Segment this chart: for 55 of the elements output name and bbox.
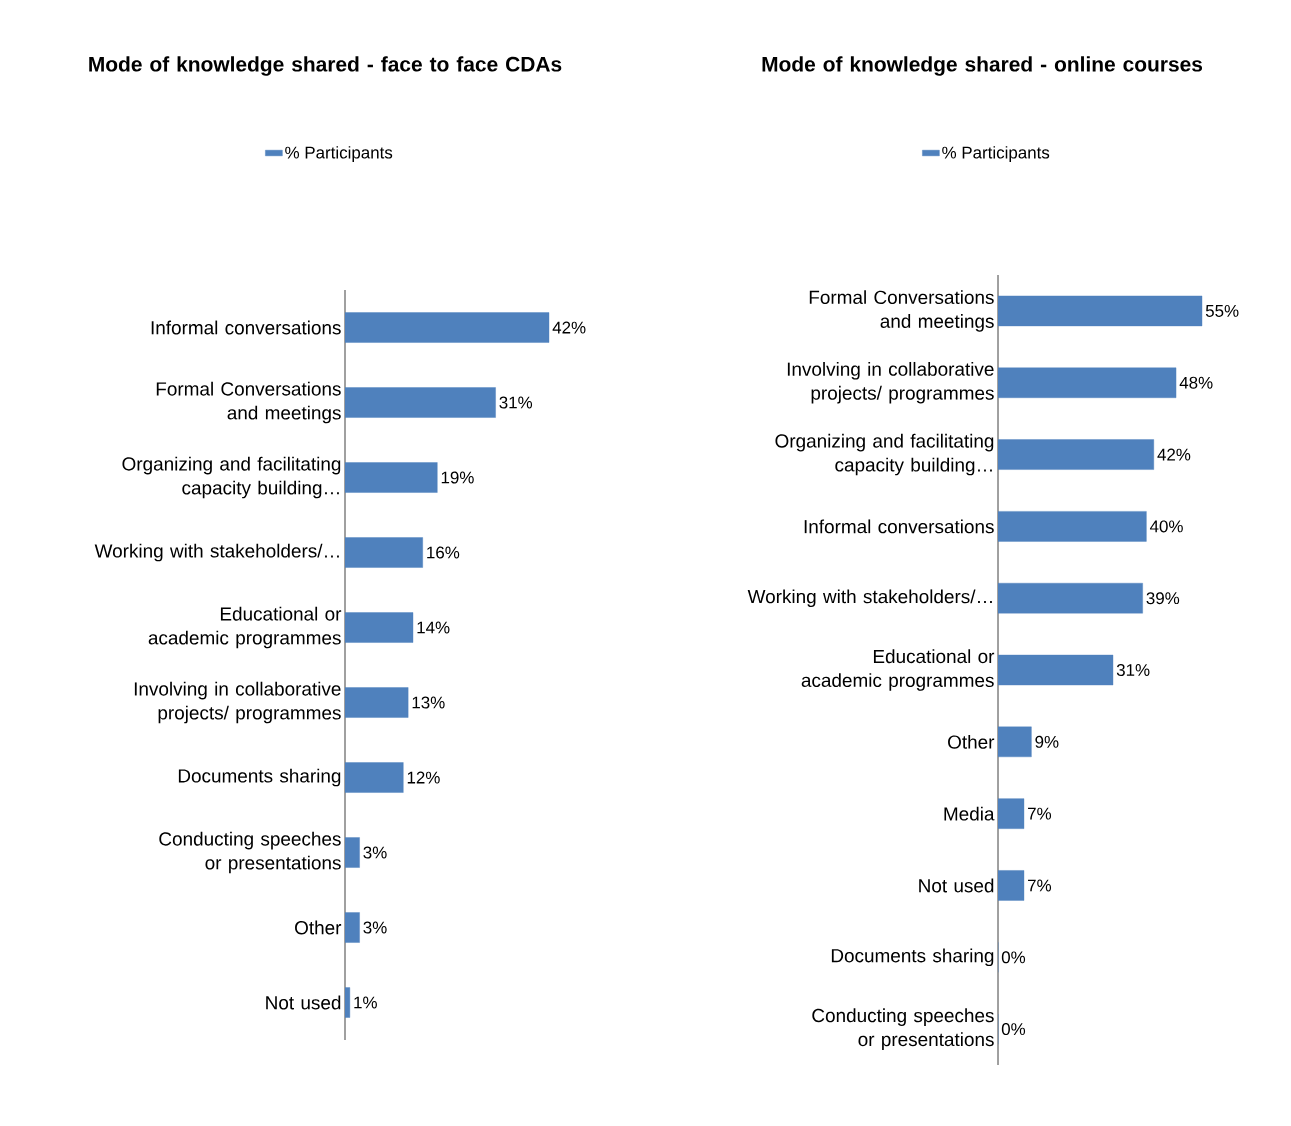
y-tick-label: Informal conversations xyxy=(804,519,994,534)
legend-label: % Participants xyxy=(285,146,393,162)
data-label: 42% xyxy=(1157,448,1191,461)
y-tick-label: Documents sharing xyxy=(831,948,994,967)
y-tick-label: Organizing and facilitating capacity building… xyxy=(775,433,994,476)
data-label: 55% xyxy=(1205,304,1239,317)
y-tick-label: Educational or academic programmes xyxy=(148,606,342,649)
y-tick-label: Involving in collaborative projects/ programmes xyxy=(787,361,994,404)
y-tick-label: Not used xyxy=(266,995,341,1010)
y-tick-label: Documents sharing xyxy=(178,768,341,787)
y-tick-label: Formal Conversations and meetings xyxy=(809,290,994,332)
bar xyxy=(998,295,1203,327)
bar xyxy=(998,511,1147,542)
y-tick-label: Other xyxy=(948,734,995,749)
data-label: 42% xyxy=(552,321,586,334)
data-label: 7% xyxy=(1028,807,1052,820)
data-label: 48% xyxy=(1179,376,1213,389)
y-tick-label: Conducting speeches or presentations xyxy=(159,831,341,874)
bar xyxy=(998,583,1143,614)
y-tick-label: Educational or academic programmes xyxy=(801,649,995,691)
data-label: 19% xyxy=(441,471,474,484)
data-label: 7% xyxy=(1028,879,1052,892)
chart-title: Mode of knowledge shared - face to face CDAs xyxy=(89,56,562,76)
bar xyxy=(998,798,1025,829)
data-label: 16% xyxy=(427,546,460,559)
data-label: 0% xyxy=(1001,1023,1026,1036)
data-label: 3% xyxy=(363,921,387,934)
bar xyxy=(998,439,1154,470)
data-label: 0% xyxy=(1001,951,1026,964)
data-label: 13% xyxy=(412,696,445,709)
data-label: 3% xyxy=(363,846,387,859)
data-label: 1% xyxy=(354,996,377,1009)
bar xyxy=(998,726,1032,758)
data-label: 31% xyxy=(499,396,533,409)
data-label: 12% xyxy=(407,771,440,784)
y-tick-label: Involving in collaborative projects/ programmes xyxy=(134,681,341,724)
data-label: 14% xyxy=(417,621,450,634)
data-label: 31% xyxy=(1116,664,1150,677)
y-tick-label: Formal Conversations and meetings xyxy=(156,381,341,424)
data-label: 9% xyxy=(1035,735,1059,748)
y-tick-label: Media xyxy=(944,806,995,821)
y-tick-label: Other xyxy=(295,920,342,935)
data-label: 40% xyxy=(1149,520,1183,533)
y-tick-label: Conducting speeches or presentations xyxy=(812,1008,994,1050)
data-label: 39% xyxy=(1146,592,1180,605)
y-tick-label: Working with stakeholders/… xyxy=(94,543,339,562)
bar xyxy=(998,654,1114,686)
bar xyxy=(998,870,1025,901)
bar xyxy=(998,367,1177,398)
y-tick-label: Working with stakeholders/… xyxy=(747,589,992,608)
y-tick-label: Organizing and facilitating capacity building… xyxy=(122,456,341,499)
legend-label: % Participants xyxy=(942,146,1050,162)
y-tick-label: Informal conversations xyxy=(151,320,341,335)
chart-title: Mode of knowledge shared - online courses xyxy=(762,56,1203,76)
y-tick-label: Not used xyxy=(919,878,994,893)
